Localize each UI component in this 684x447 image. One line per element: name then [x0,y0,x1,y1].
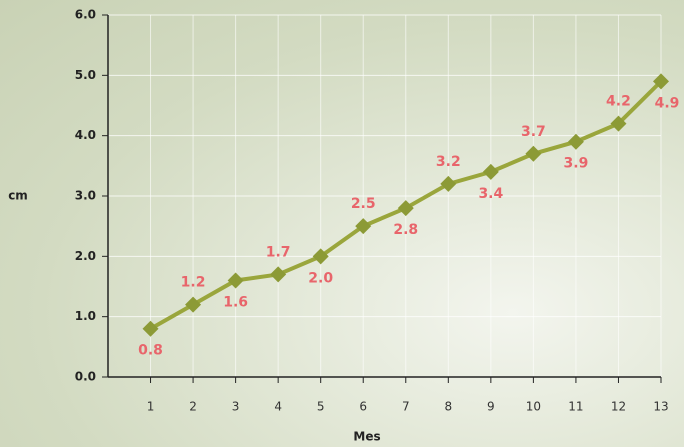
data-label: 2.5 [351,196,376,212]
x-tick-label: 8 [444,400,452,414]
x-axis-label: Mes [353,430,380,444]
x-tick-label: 1 [147,400,155,414]
marker [185,296,202,313]
marker [312,248,329,265]
y-tick-label: 3.0 [75,189,96,203]
data-label: 3.2 [436,154,461,170]
marker [567,133,584,150]
marker [355,218,372,235]
x-tick-label: 10 [526,400,541,414]
marker [610,115,627,132]
marker [270,266,287,283]
x-tick-label: 13 [653,400,668,414]
marker [142,320,159,337]
y-tick-label: 5.0 [75,68,96,82]
y-tick-label: 1.0 [75,309,96,323]
y-tick-label: 2.0 [75,249,96,263]
marker [653,73,669,90]
data-label: 2.8 [393,222,418,238]
y-tick-label: 4.0 [75,128,96,142]
x-tick-label: 7 [402,400,410,414]
data-label: 2.0 [308,270,333,286]
y-axis-label: cm [8,189,28,203]
x-tick-label: 9 [487,400,495,414]
x-tick-label: 11 [568,400,583,414]
data-label: 3.9 [564,156,589,172]
marker [482,163,499,180]
x-tick-label: 5 [317,400,325,414]
x-tick-label: 4 [274,400,282,414]
y-tick-label: 6.0 [75,8,96,22]
marker [397,200,414,217]
data-label: 1.2 [181,275,206,291]
data-label: 0.8 [138,343,163,359]
x-tick-label: 2 [189,400,197,414]
marker [525,145,542,162]
data-label: 1.7 [266,244,291,260]
data-label: 3.7 [521,124,546,140]
data-label: 1.6 [223,294,248,310]
y-tick-label: 0.0 [75,370,96,384]
data-label: 3.4 [478,186,503,202]
data-label: 4.2 [606,94,631,110]
x-tick-label: 12 [611,400,626,414]
marker [440,175,457,192]
x-tick-label: 3 [232,400,240,414]
marker [227,272,244,289]
data-label: 4.9 [655,95,680,111]
x-tick-label: 6 [359,400,367,414]
